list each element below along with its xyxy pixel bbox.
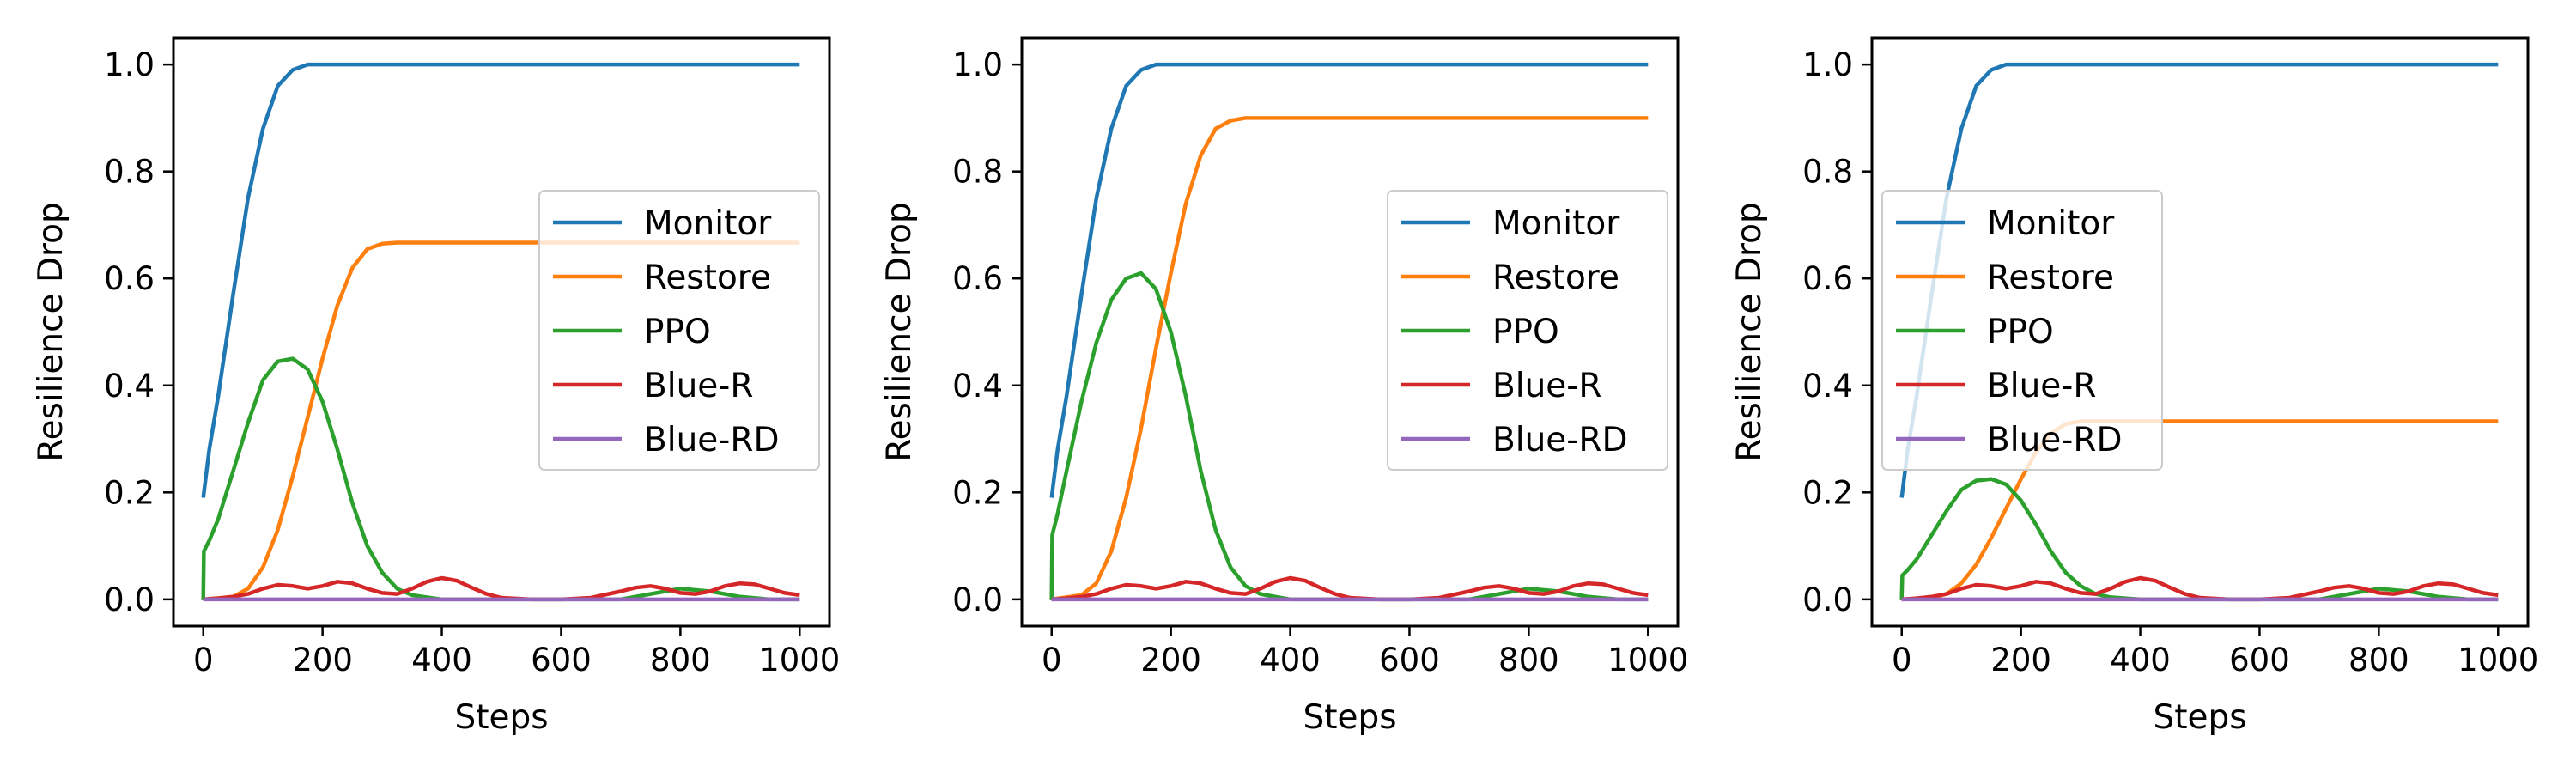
legend-box [1881, 190, 2163, 471]
legend-label-blue-rd: Blue-RD [644, 421, 780, 460]
chart-panel-1: 0 200 400 600 800 1000 0.0 0.2 0.4 0.6 0.8 1.0 Steps… [32, 36, 840, 737]
x-tick-label: 200 [292, 642, 353, 679]
y-tick-label: 1.0 [1802, 46, 1853, 83]
x-tick-label: 800 [1498, 642, 1559, 679]
x-tick-label: 600 [531, 642, 592, 679]
legend-label-restore: Restore [1492, 259, 1619, 297]
x-axis-label: Steps [1303, 698, 1396, 737]
legend-label-blue-rd: Blue-RD [1492, 421, 1628, 460]
y-tick-label: 0.8 [952, 154, 1003, 191]
y-tick-label: 1.0 [104, 46, 155, 83]
x-tick-label: 0 [193, 642, 214, 679]
legend-label-monitor: Monitor [644, 204, 772, 243]
x-tick-label: 200 [1990, 642, 2051, 679]
x-tick-label: 600 [1379, 642, 1440, 679]
y-tick-label: 0.2 [1802, 474, 1853, 511]
x-tick-label: 1000 [759, 642, 840, 679]
series-line-restore [1051, 116, 1649, 602]
x-tick-label: 200 [1140, 642, 1201, 679]
chart-panel-3: 0 200 400 600 800 1000 0.0 0.2 0.4 0.6 0.8 1.0 Steps… [1730, 36, 2538, 737]
y-axis-label: Resilience Drop [32, 202, 70, 462]
legend-label-blue-r: Blue-R [1492, 367, 1601, 405]
y-tick-label: 0.0 [104, 581, 155, 618]
legend-label-ppo: PPO [1987, 313, 2054, 351]
x-tick-label: 400 [1260, 642, 1321, 679]
x-tick-label: 1000 [1607, 642, 1688, 679]
y-tick-label: 0.2 [952, 474, 1003, 511]
y-tick-label: 0.4 [952, 368, 1003, 405]
legend-box [538, 190, 820, 471]
legend: Monitor Restore PPO Blue-R Blue-RD [1881, 190, 2163, 471]
y-tick-label: 0.0 [1802, 581, 1853, 618]
legend: Monitor Restore PPO Blue-R Blue-RD [538, 190, 820, 471]
x-tick-label: 400 [411, 642, 472, 679]
series-line-blue-r [1901, 575, 2499, 602]
series-line-blue-r [203, 575, 800, 602]
legend: Monitor Restore PPO Blue-R Blue-RD [1387, 190, 1668, 471]
legend-label-ppo: PPO [644, 313, 711, 351]
y-tick-label: 0.8 [104, 154, 155, 191]
legend-label-monitor: Monitor [1987, 204, 2115, 243]
series-line-monitor [201, 62, 800, 498]
y-tick-label: 1.0 [952, 46, 1003, 83]
series-lines [1049, 62, 1649, 602]
x-tick-label: 1000 [2458, 642, 2538, 679]
y-tick-label: 0.0 [952, 581, 1003, 618]
legend-label-blue-r: Blue-R [644, 367, 753, 405]
series-line-blue-r [1051, 575, 1649, 602]
x-tick-label: 0 [1892, 642, 1912, 679]
legend-label-monitor: Monitor [1492, 204, 1620, 243]
legend-label-restore: Restore [1987, 259, 2114, 297]
legend-label-restore: Restore [644, 259, 771, 297]
x-tick-label: 0 [1042, 642, 1062, 679]
y-tick-label: 0.4 [104, 368, 155, 405]
y-axis-label: Resilience Drop [1730, 202, 1769, 462]
x-axis-label: Steps [2153, 698, 2246, 737]
series-line-monitor [1049, 62, 1649, 498]
y-tick-label: 0.6 [104, 260, 155, 297]
y-tick-label: 0.4 [1802, 368, 1853, 405]
chart-panel-2: 0 200 400 600 800 1000 0.0 0.2 0.4 0.6 0.8 1.0 Steps… [880, 36, 1688, 737]
legend-label-blue-r: Blue-R [1987, 367, 2096, 405]
y-tick-label: 0.6 [1802, 260, 1853, 297]
y-tick-label: 0.2 [104, 474, 155, 511]
x-axis-label: Steps [454, 698, 548, 737]
x-tick-label: 800 [2348, 642, 2409, 679]
legend-label-blue-rd: Blue-RD [1987, 421, 2123, 460]
x-tick-label: 800 [650, 642, 711, 679]
x-tick-label: 600 [2229, 642, 2290, 679]
legend-box [1387, 190, 1668, 471]
axes-frame [1020, 36, 1680, 628]
axes-frame [1870, 36, 2530, 628]
y-tick-label: 0.6 [952, 260, 1003, 297]
y-axis-label: Resilience Drop [880, 202, 919, 462]
legend-label-ppo: PPO [1492, 313, 1559, 351]
x-tick-label: 400 [2110, 642, 2171, 679]
axes-frame [172, 36, 831, 628]
series-lines [201, 62, 800, 602]
y-tick-label: 0.8 [1802, 154, 1853, 191]
